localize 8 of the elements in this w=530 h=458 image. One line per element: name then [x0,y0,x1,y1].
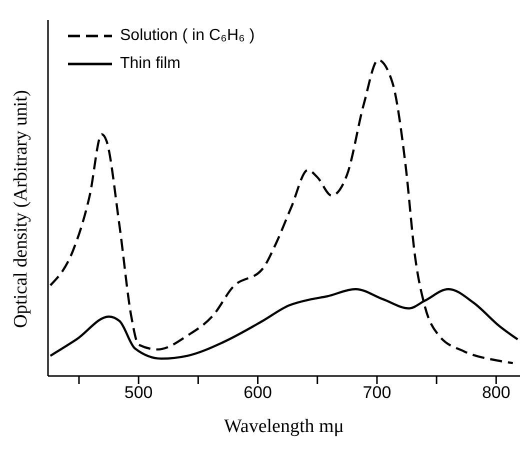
y-axis-title: Optical density (Arbitrary unit) [10,90,32,328]
legend-label: Solution ( in C₆H₆ ) [120,26,255,46]
x-tick-label: 800 [482,383,510,402]
legend-label: Thin film [120,54,180,74]
x-axis-title: Wavelength mμ [224,416,344,437]
x-tick-label: 600 [244,383,272,402]
x-tick-label: 500 [124,383,153,402]
x-tick-label: 700 [362,383,392,402]
